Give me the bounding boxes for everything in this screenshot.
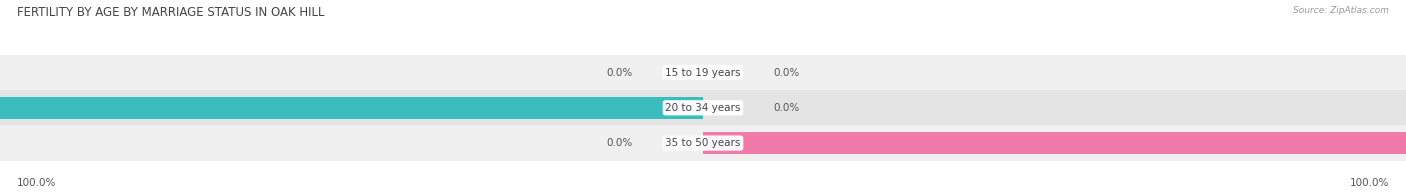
Bar <box>703 132 1406 154</box>
Text: 0.0%: 0.0% <box>773 67 800 78</box>
Bar <box>0 55 1406 90</box>
Text: Source: ZipAtlas.com: Source: ZipAtlas.com <box>1294 6 1389 15</box>
Bar <box>0 125 1406 161</box>
Text: FERTILITY BY AGE BY MARRIAGE STATUS IN OAK HILL: FERTILITY BY AGE BY MARRIAGE STATUS IN O… <box>17 6 325 19</box>
Text: 100.0%: 100.0% <box>1350 178 1389 188</box>
Legend: Married, Unmarried: Married, Unmarried <box>634 195 772 196</box>
Text: 20 to 34 years: 20 to 34 years <box>665 103 741 113</box>
Text: 35 to 50 years: 35 to 50 years <box>665 138 741 148</box>
Bar <box>0 97 703 119</box>
Text: 0.0%: 0.0% <box>606 138 633 148</box>
Text: 15 to 19 years: 15 to 19 years <box>665 67 741 78</box>
Text: 0.0%: 0.0% <box>773 103 800 113</box>
Bar <box>0 90 1406 125</box>
Text: 100.0%: 100.0% <box>17 178 56 188</box>
Text: 0.0%: 0.0% <box>606 67 633 78</box>
